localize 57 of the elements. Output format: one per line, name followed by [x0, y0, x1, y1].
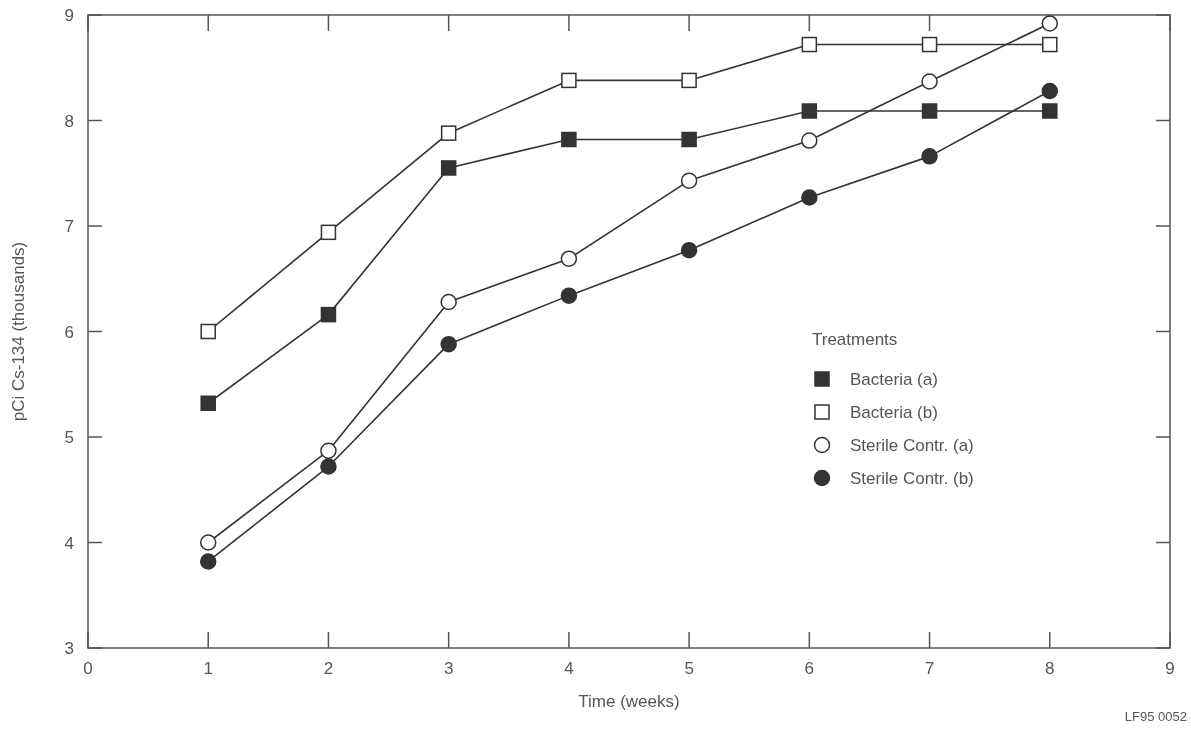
point: [560, 287, 578, 304]
x-tick-label: 9: [1165, 659, 1175, 678]
point: [560, 250, 578, 267]
point: [199, 553, 217, 570]
legend-label: Sterile Contr. (b): [850, 469, 974, 488]
x-tick-label: 1: [203, 659, 213, 678]
y-tick-label: 9: [64, 6, 74, 25]
legend-label: Bacteria (a): [850, 370, 938, 389]
point: [320, 224, 337, 241]
point: [801, 189, 818, 206]
x-tick-label: 3: [443, 659, 454, 678]
x-tick-label: 5: [684, 659, 694, 678]
text: LF95 0052: [1124, 709, 1187, 724]
legend-label: Bacteria (b): [850, 403, 938, 422]
point: [1041, 15, 1059, 32]
point: [200, 323, 216, 340]
point: [440, 293, 457, 311]
point: [561, 72, 577, 89]
x-tick-label: 0: [83, 659, 93, 678]
y-tick-label: 6: [64, 322, 74, 342]
point: [320, 306, 337, 323]
point: [680, 172, 698, 189]
y-tick-label: 3: [64, 639, 74, 658]
point: [680, 242, 698, 259]
x-tick-label: 4: [564, 659, 574, 678]
point: [921, 36, 938, 53]
point: [199, 534, 217, 551]
point: [561, 131, 577, 148]
point: [320, 442, 337, 459]
legend-label: Sterile Contr. (a): [850, 436, 974, 455]
x-tick-label: 8: [1045, 659, 1055, 678]
point: [440, 335, 457, 353]
point: [921, 148, 938, 165]
x-axis-title: Time (weeks): [578, 692, 680, 711]
point: [801, 132, 818, 149]
y-tick-label: 8: [64, 111, 74, 131]
point: [1041, 82, 1059, 100]
point: [801, 103, 818, 119]
point: [1042, 36, 1058, 53]
point: [440, 160, 457, 176]
point: [1042, 103, 1058, 119]
point: [681, 72, 697, 89]
x-tick-label: 6: [804, 659, 815, 678]
point: [320, 458, 337, 475]
point: [681, 131, 697, 148]
point: [801, 36, 818, 53]
y-tick-label: 4: [64, 533, 74, 553]
y-tick-label: 5: [64, 428, 74, 447]
x-tick-label: 7: [924, 659, 935, 678]
x-tick-label: 2: [323, 659, 334, 678]
point: [440, 125, 457, 141]
point: [200, 395, 216, 411]
y-tick-label: 7: [64, 217, 74, 236]
point: [921, 73, 938, 90]
legend-title: Treatments: [812, 330, 898, 349]
point: [921, 103, 938, 119]
y-axis-title: pCi Cs-134 (thousands): [9, 241, 28, 422]
